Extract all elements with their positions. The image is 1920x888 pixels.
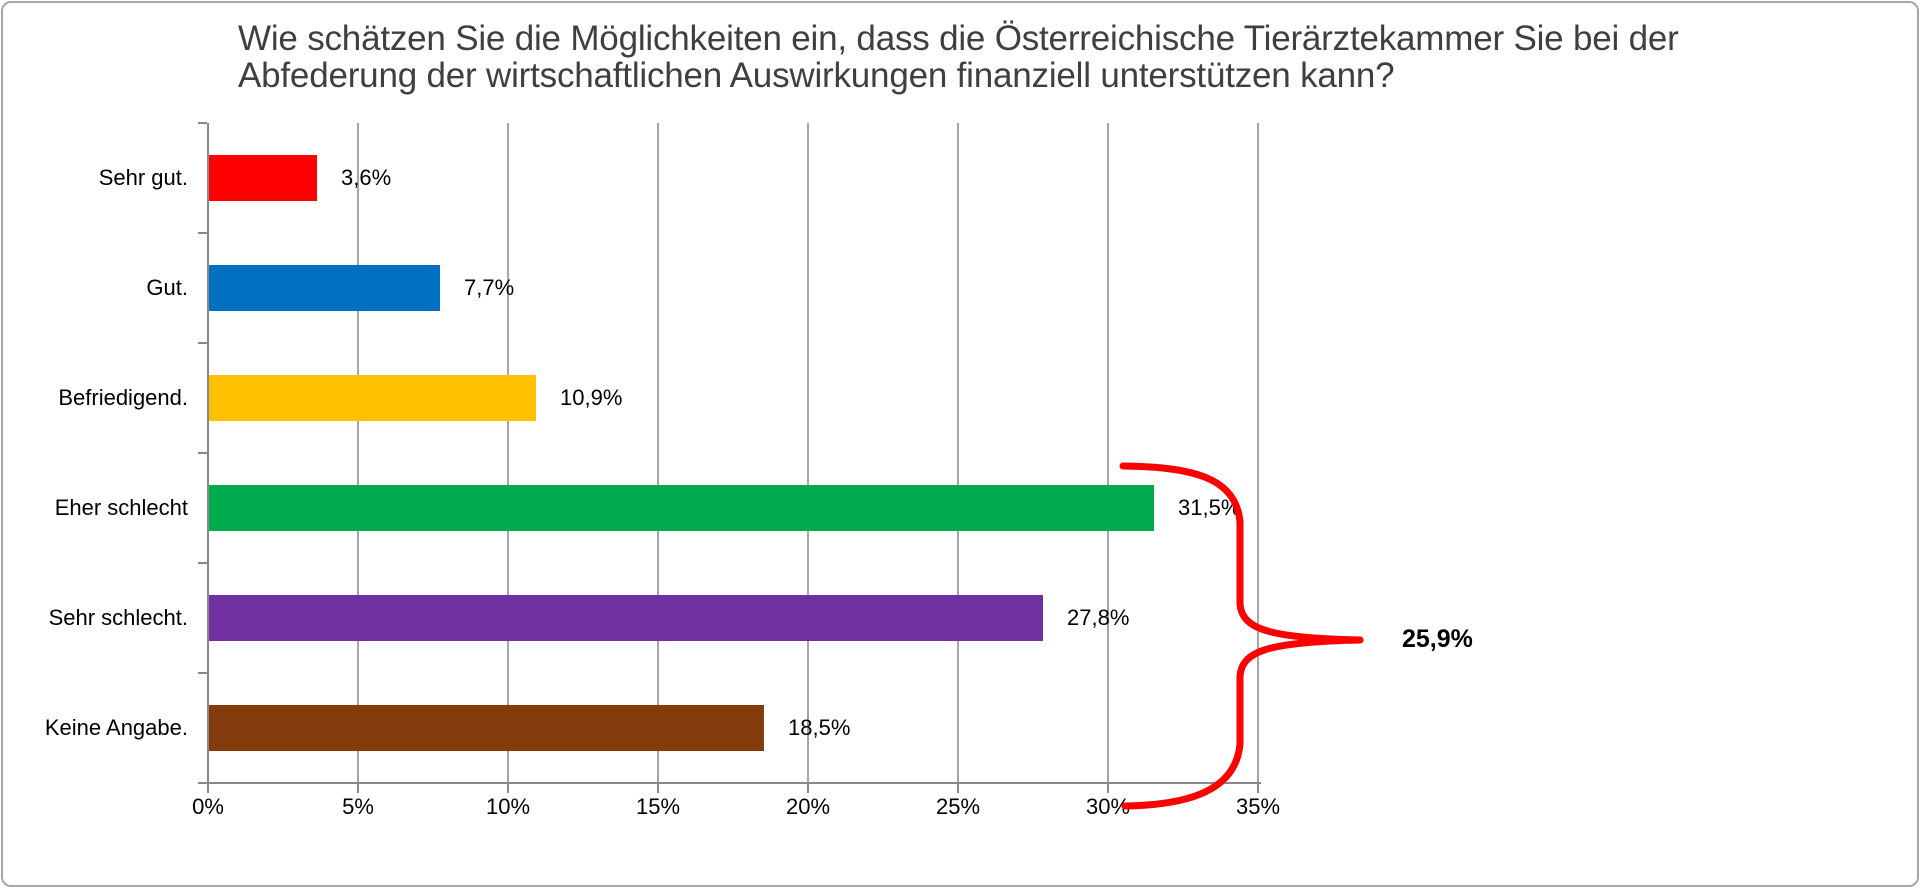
x-axis-tick-mark <box>1107 784 1109 793</box>
gridline <box>357 123 359 783</box>
gridline <box>1257 123 1259 783</box>
category-label: Keine Angabe. <box>44 715 188 740</box>
bar-sehr-schlecht <box>209 595 1043 641</box>
y-axis-tick-mark <box>198 452 207 454</box>
category-label: Eher schlecht <box>54 495 188 520</box>
x-axis-tick-mark <box>207 784 209 793</box>
x-axis-tick-mark <box>357 784 359 793</box>
bar-befriedigend <box>209 375 536 421</box>
x-axis-tick-label: 20% <box>785 794 831 819</box>
gridline <box>1107 123 1109 783</box>
bar-value-label: 10,9% <box>560 385 623 410</box>
gridline <box>807 123 809 783</box>
x-axis-tick-mark <box>507 784 509 793</box>
x-axis-tick-label: 15% <box>635 794 681 819</box>
chart-title: Wie schätzen Sie die Möglichkeiten ein, … <box>238 19 1679 95</box>
bar-value-label: 3,6% <box>341 165 392 190</box>
gridline <box>957 123 959 783</box>
category-label: Sehr schlecht. <box>48 605 188 630</box>
bar-value-label: 7,7% <box>464 275 515 300</box>
y-axis-tick-mark <box>198 782 207 784</box>
x-axis-tick-label: 10% <box>485 794 531 819</box>
y-axis-tick-mark <box>198 122 207 124</box>
bar-value-label: 31,5% <box>1178 495 1241 520</box>
x-axis-tick-mark <box>807 784 809 793</box>
x-axis-tick-label: 30% <box>1085 794 1131 819</box>
bar-keine-angabe <box>209 705 764 751</box>
bar-gut <box>209 265 440 311</box>
bar-eher-schlecht <box>209 485 1154 531</box>
x-axis-tick-mark <box>957 784 959 793</box>
gridline <box>657 123 659 783</box>
annotation-label: 25,9% <box>1402 625 1473 653</box>
y-axis-tick-mark <box>198 672 207 674</box>
category-label: Gut. <box>146 275 188 300</box>
x-axis-tick-label: 0% <box>192 794 224 819</box>
x-axis-tick-label: 25% <box>935 794 981 819</box>
x-axis-tick-label: 35% <box>1235 794 1281 819</box>
y-axis-tick-mark <box>198 562 207 564</box>
bar-sehr-gut <box>209 155 317 201</box>
x-axis-tick-label: 5% <box>342 794 374 819</box>
category-label: Sehr gut. <box>98 165 188 190</box>
category-label: Befriedigend. <box>58 385 188 410</box>
gridline <box>507 123 509 783</box>
bar-value-label: 18,5% <box>788 715 851 740</box>
x-axis-tick-mark <box>657 784 659 793</box>
y-axis-tick-mark <box>198 342 207 344</box>
y-axis-line <box>207 123 209 784</box>
y-axis-tick-mark <box>198 232 207 234</box>
brace-upper-path <box>1119 462 1364 644</box>
bar-value-label: 27,8% <box>1067 605 1130 630</box>
x-axis-line <box>207 782 1261 784</box>
